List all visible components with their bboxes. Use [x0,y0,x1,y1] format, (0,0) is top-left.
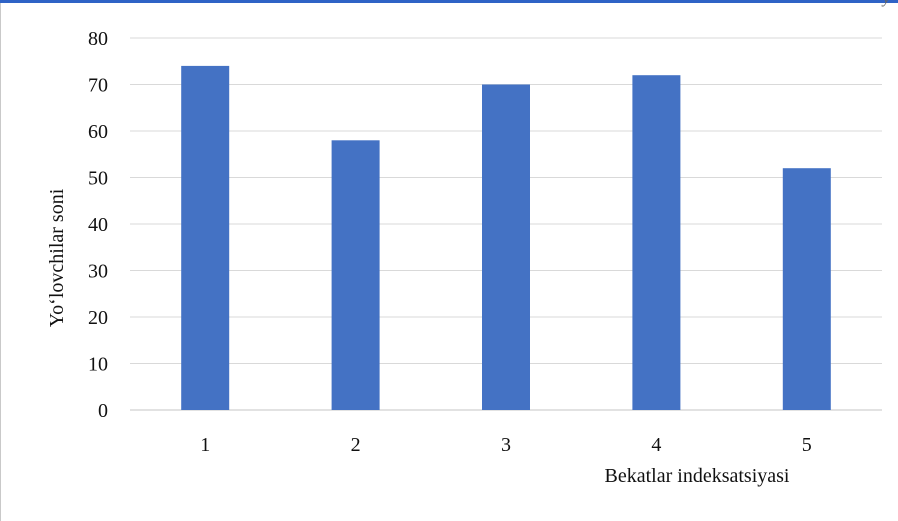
y-tick-label: 70 [88,75,108,97]
x-tick-labels: 1 2 3 4 5 [200,434,812,456]
bar-5 [782,168,831,410]
y-tick-label: 50 [88,168,108,190]
y-tick-label: 20 [88,307,108,329]
y-tick-label: 30 [88,261,108,283]
y-tick-label: 80 [88,28,108,50]
y-tick-label: 0 [98,400,108,422]
bar-1 [181,65,230,411]
x-tick-label: 4 [651,434,661,456]
y-tick-label: 60 [88,121,108,143]
y-tick-label: 10 [88,354,108,376]
top-border-line [0,0,898,3]
x-tick-label: 2 [351,434,361,456]
x-tick-label: 1 [200,434,210,456]
corner-fragment: y [883,0,890,8]
bar-2 [331,140,380,411]
bar-4 [632,75,681,410]
y-tick-labels: 0 10 20 30 40 50 60 70 80 [88,28,108,422]
x-tick-label: 3 [501,434,511,456]
bars [181,65,831,411]
left-border-line [0,3,1,521]
x-axis-title: Bekatlar indeksatsiyasi [605,465,790,487]
y-tick-label: 40 [88,214,108,236]
bar-3 [482,84,530,410]
y-axis-title: Yo‘lovchilar soni [46,188,68,327]
x-tick-label: 5 [802,434,812,456]
